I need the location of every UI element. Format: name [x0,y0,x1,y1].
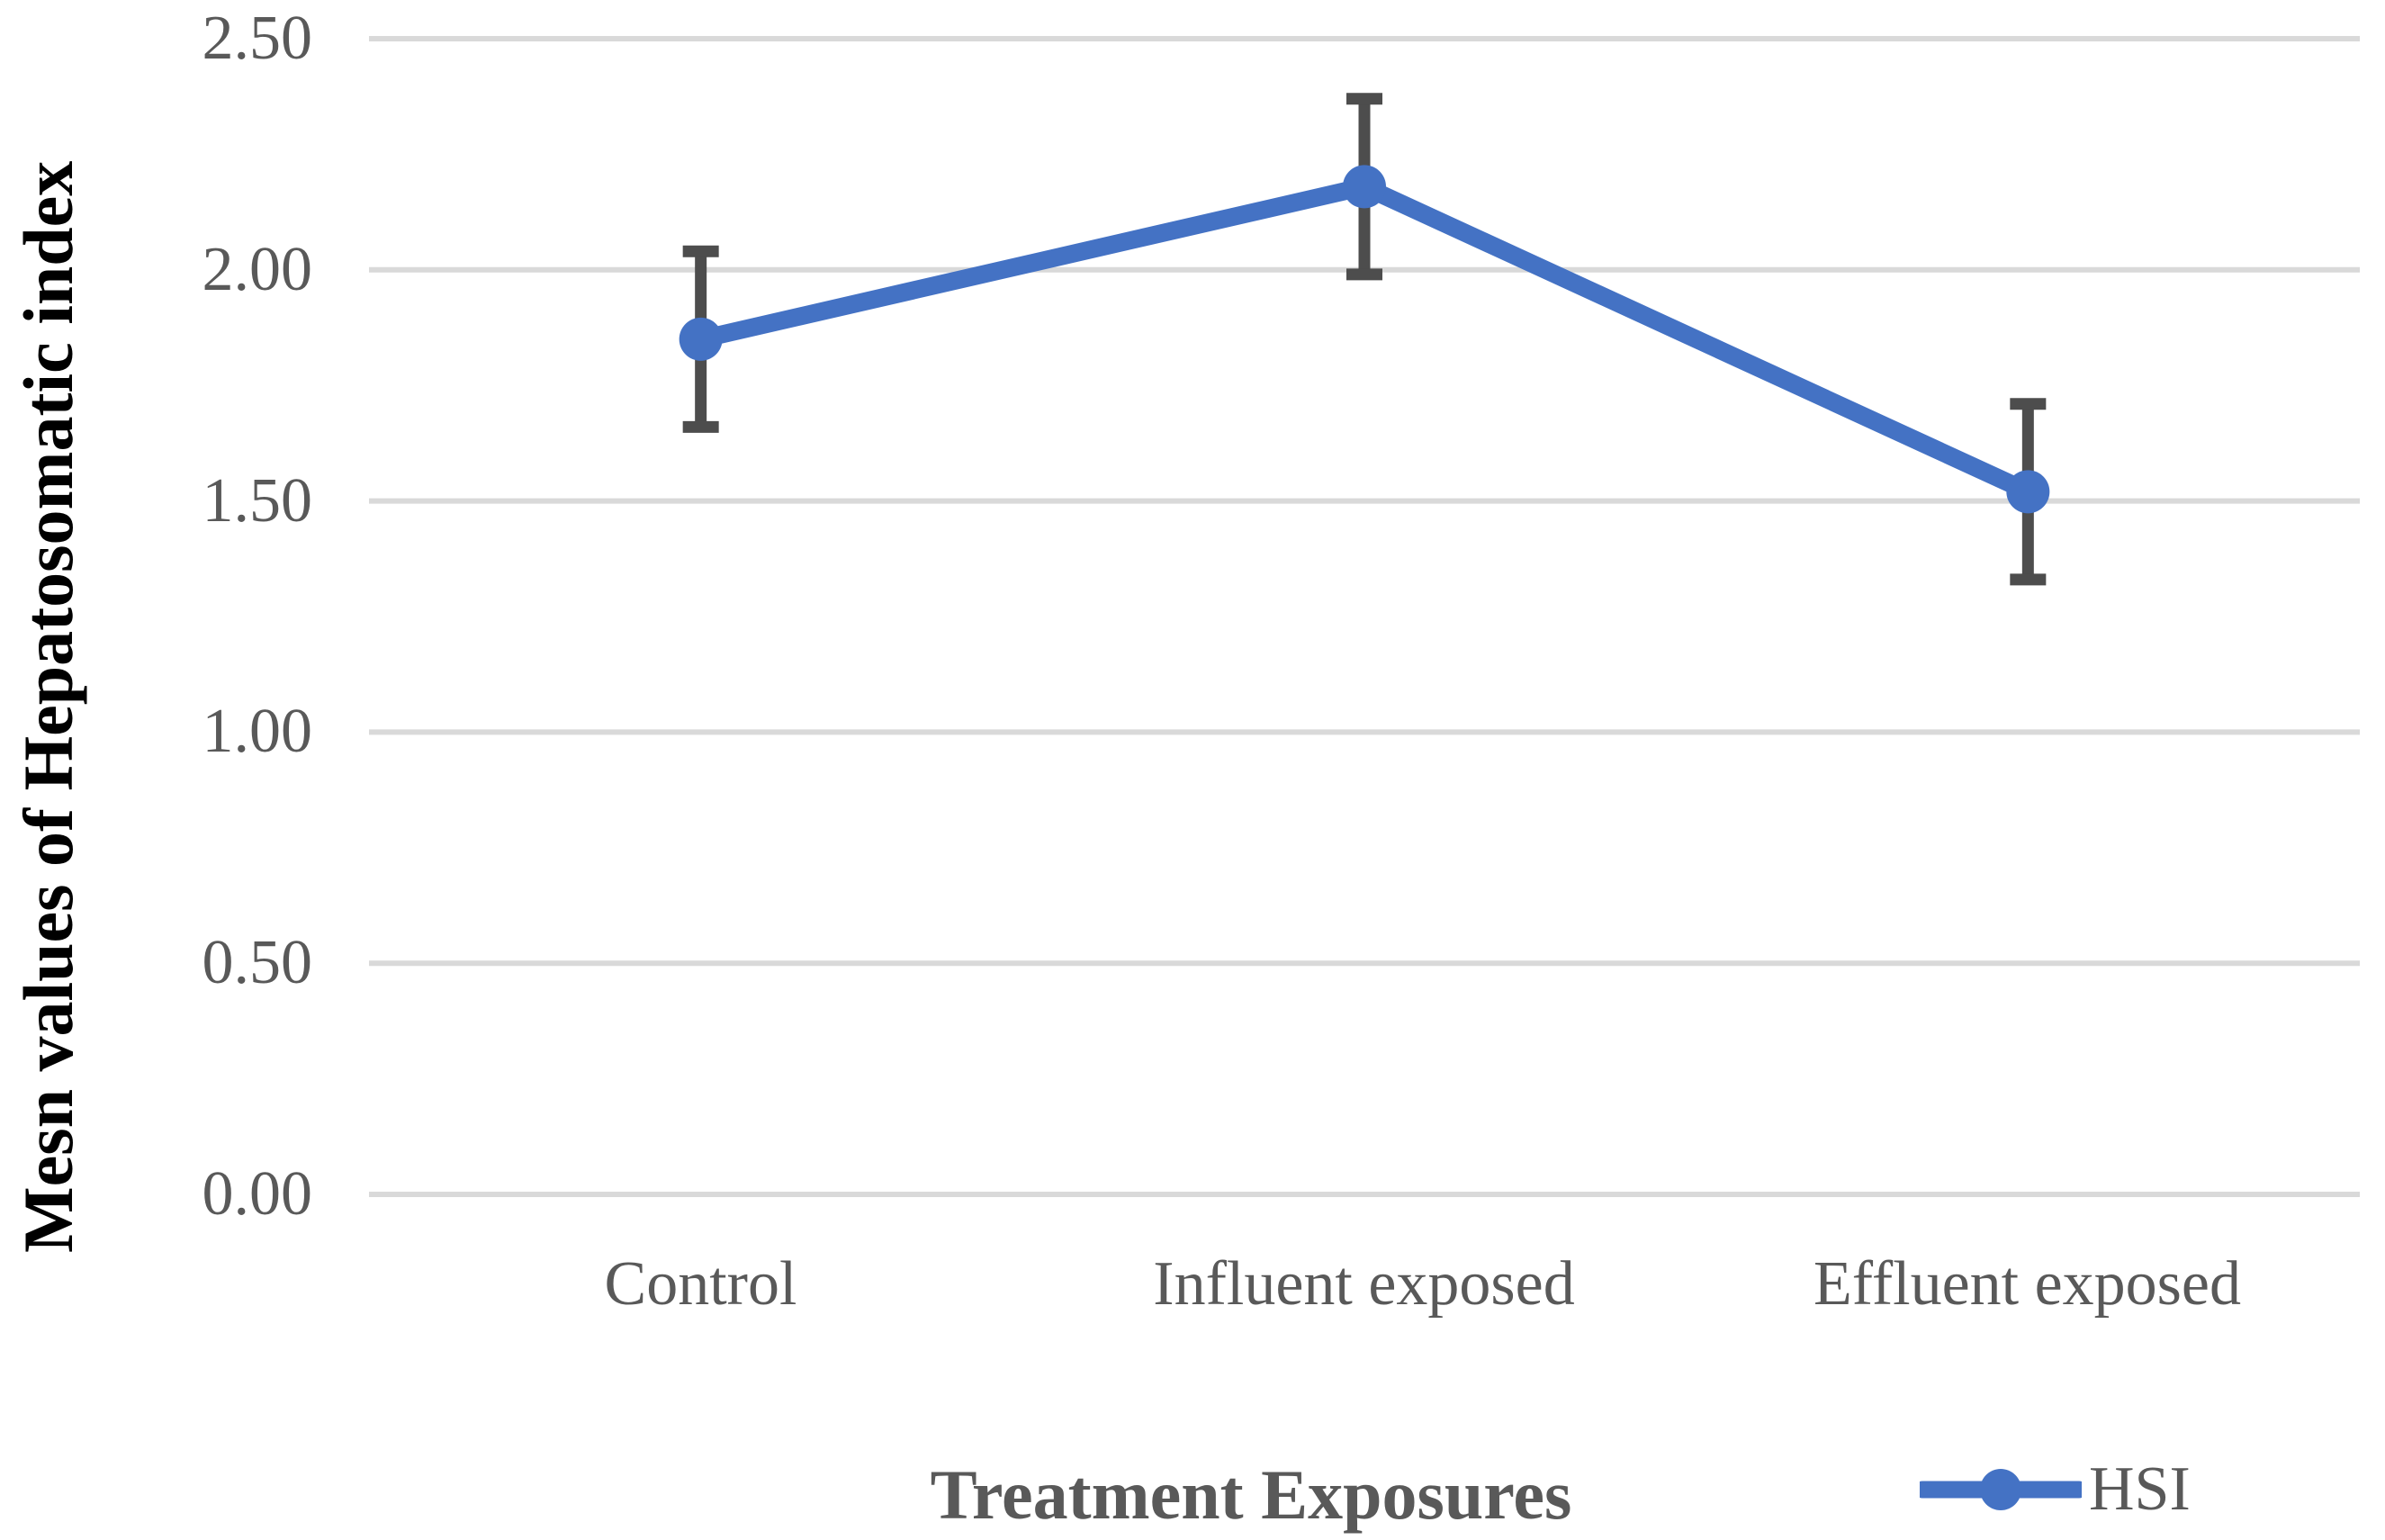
x-axis-title: Treatment Exposures [930,1455,1572,1534]
x-category-label-effluent: Effluent exposed [1814,1249,2241,1319]
legend-label: HSI [2089,1454,2191,1524]
y-tick-label: 0.00 [202,1159,313,1229]
y-tick-label: 1.00 [202,697,313,766]
legend-marker-hsi-icon [1920,1469,2082,1510]
x-category-label-control: Control [604,1249,797,1319]
legend: HSI [1920,1447,2191,1532]
x-category-label-influent: Influent exposed [1153,1249,1575,1319]
y-tick-label: 0.50 [202,928,313,997]
y-tick-label: 2.50 [202,4,313,73]
y-tick-label: 1.50 [202,466,313,536]
y-tick-label: 2.00 [202,235,313,304]
